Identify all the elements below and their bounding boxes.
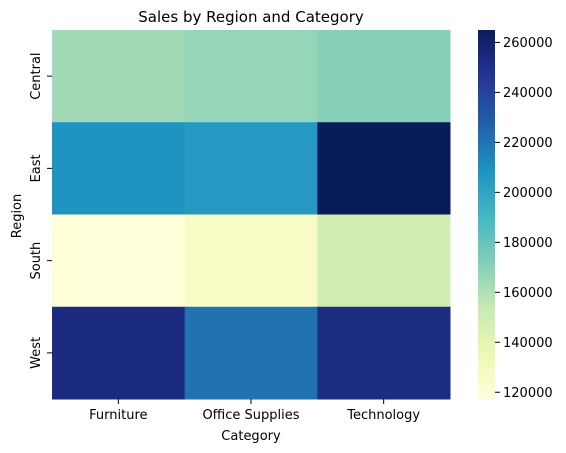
y-axis-label: Region [10, 194, 25, 239]
colorbar-tick-label: 180000 [503, 236, 553, 251]
heatmap-cell [184, 306, 318, 400]
heatmap-cell [184, 30, 318, 123]
heatmap-cell [184, 122, 318, 215]
colorbar-ticks: 120000 140000 160000 180000 200000 220000 2400… [495, 36, 553, 401]
y-tick-label: East [29, 154, 44, 182]
colorbar-tick-label: 140000 [503, 336, 553, 351]
heatmap-cell [317, 122, 451, 215]
heatmap-cell [52, 306, 186, 400]
x-tick-label: Office Supplies [202, 408, 299, 423]
colorbar-tick-label: 260000 [503, 36, 553, 51]
x-axis-ticks: Furniture Office Supplies Technology [89, 399, 420, 423]
colorbar-tick-label: 240000 [503, 86, 553, 101]
heatmap-cell [317, 30, 451, 123]
y-tick-label: West [29, 337, 44, 369]
colorbar [478, 30, 495, 399]
heatmap-cell [317, 306, 451, 400]
colorbar-tick-label: 200000 [503, 186, 553, 201]
colorbar-tick-label: 160000 [503, 286, 553, 301]
heatmap-cell [52, 122, 186, 215]
y-axis-ticks: Central East South West [29, 52, 52, 369]
x-tick-label: Furniture [89, 408, 147, 423]
heatmap-cells [52, 30, 451, 400]
heatmap-cell [52, 214, 186, 308]
heatmap-cell [184, 214, 318, 308]
y-tick-label: Central [29, 52, 44, 99]
x-tick-label: Technology [346, 408, 420, 423]
heatmap-cell [317, 214, 451, 308]
colorbar-tick-label: 220000 [503, 136, 553, 151]
colorbar-tick-label: 120000 [503, 386, 553, 401]
heatmap-cell [52, 30, 186, 123]
chart-title: Sales by Region and Category [138, 8, 364, 26]
y-tick-label: South [29, 242, 44, 280]
x-axis-label: Category [221, 429, 281, 444]
